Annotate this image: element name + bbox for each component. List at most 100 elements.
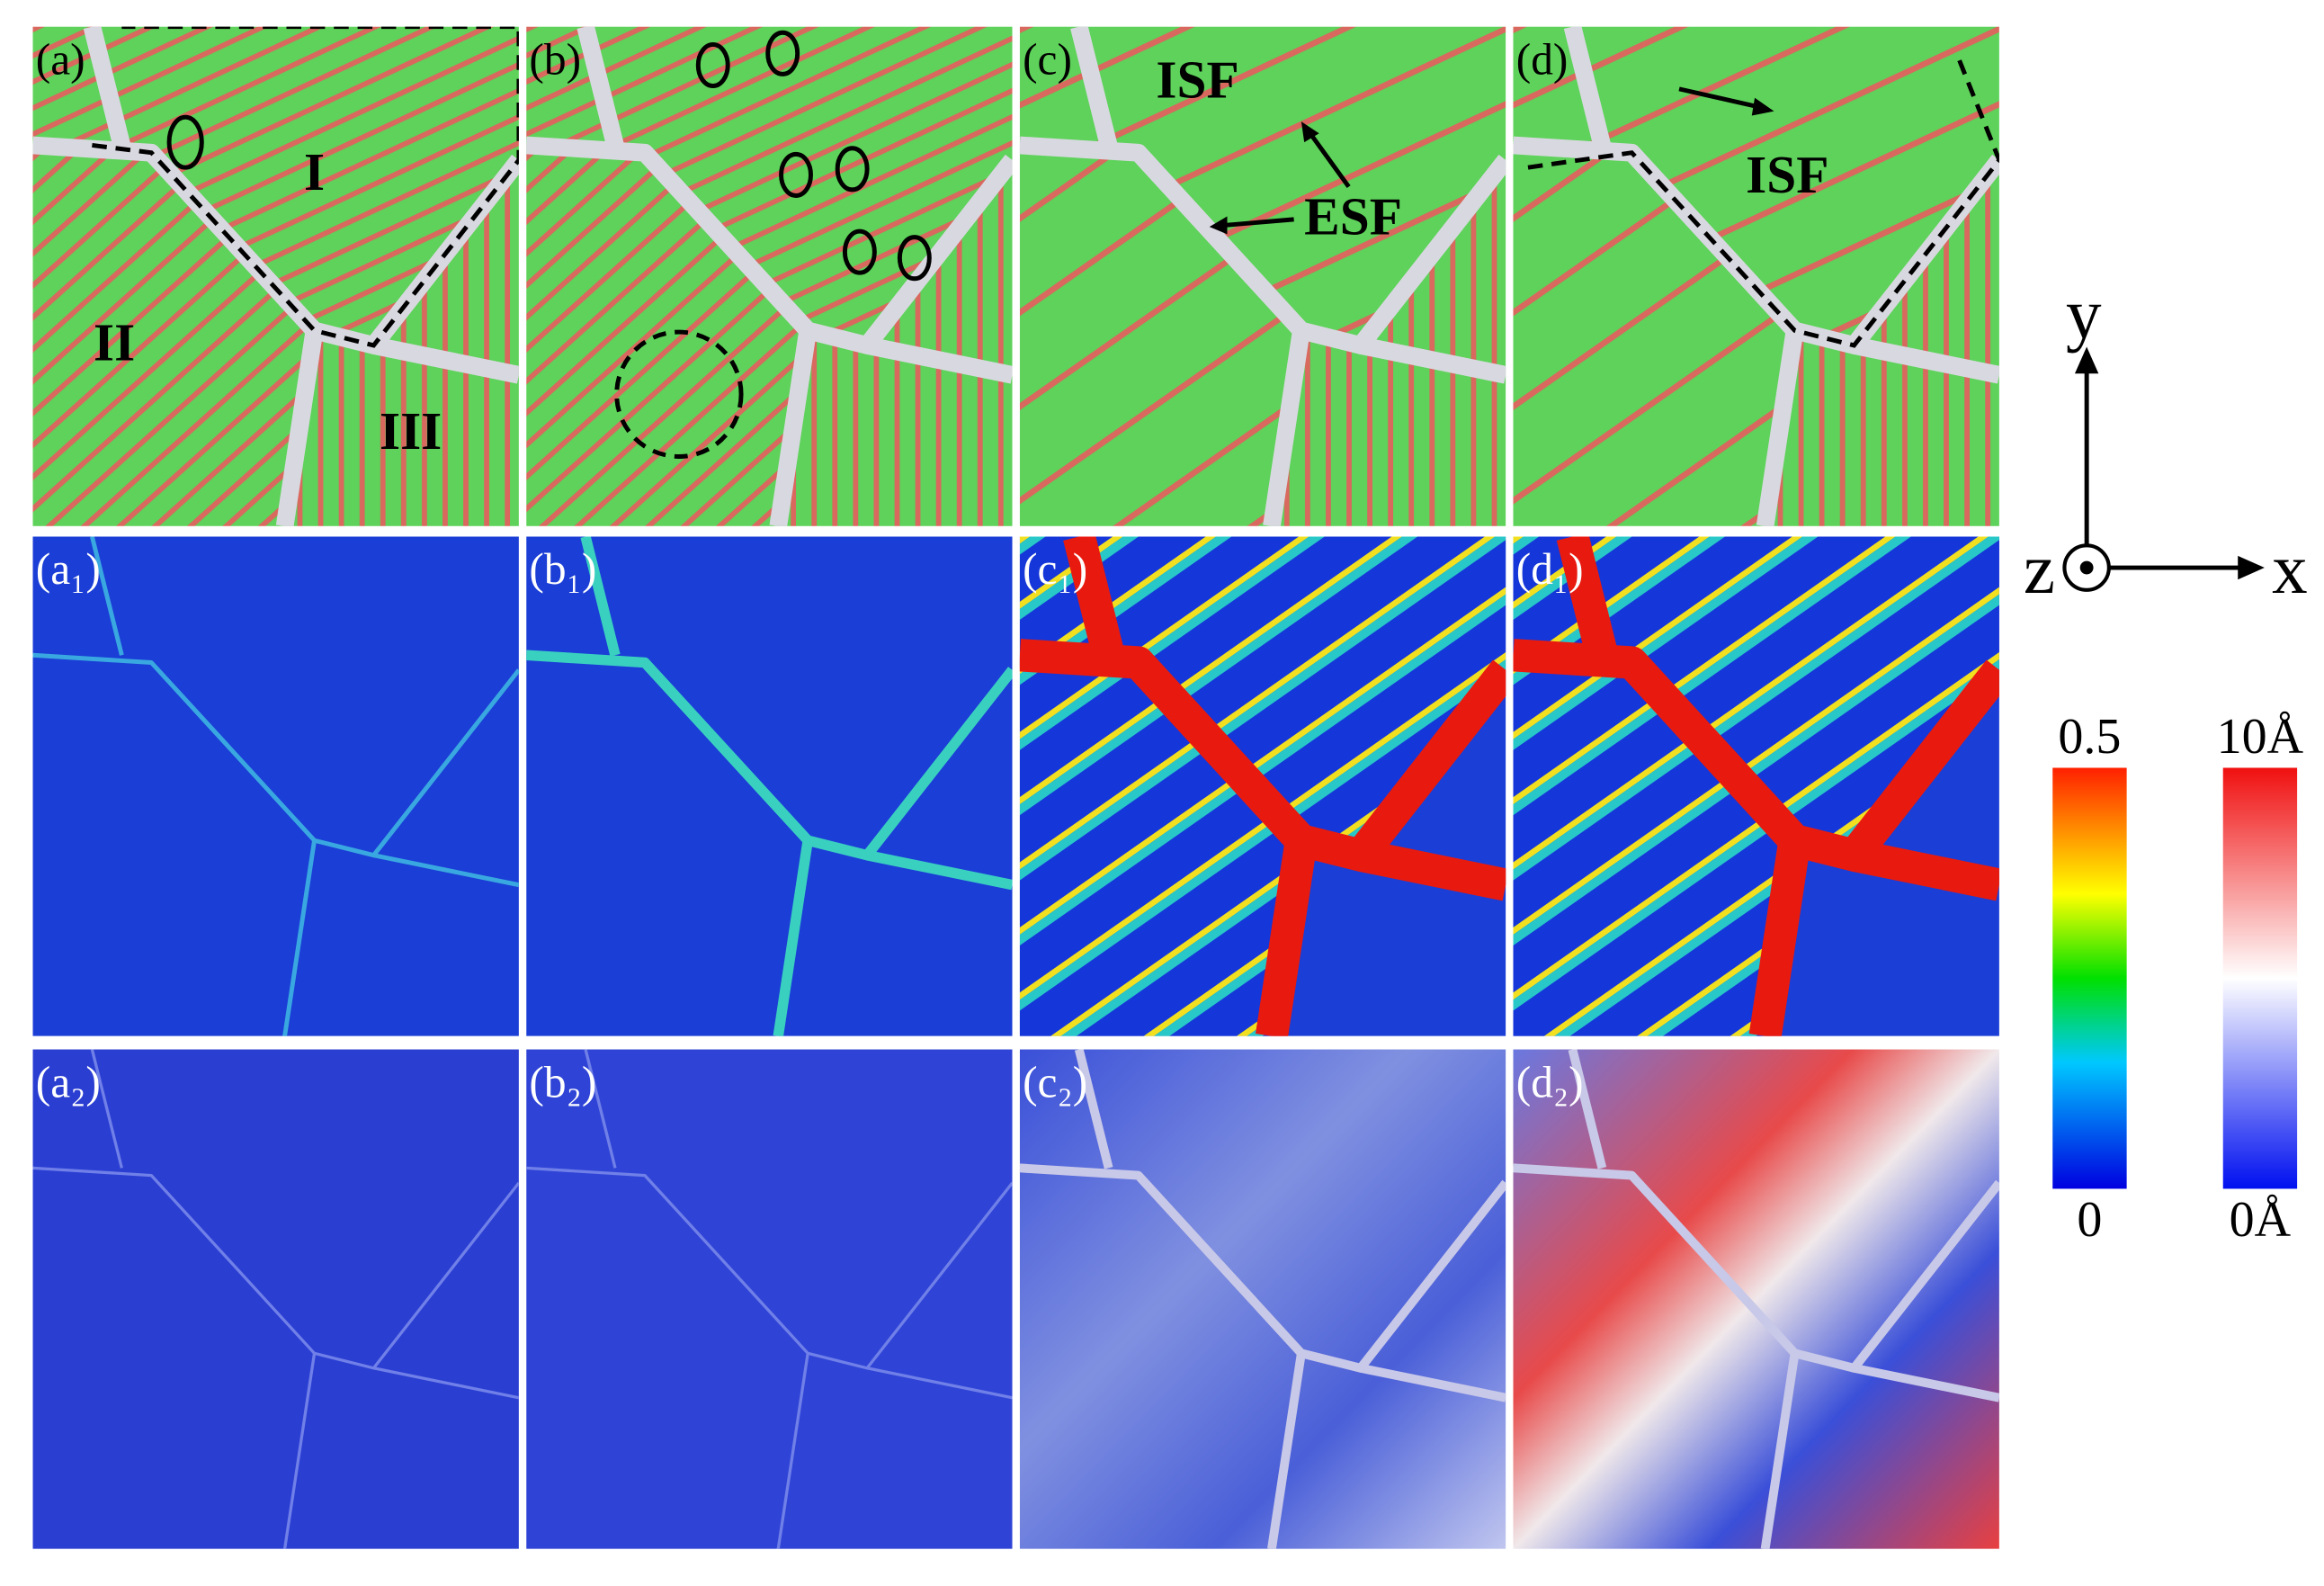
marker	[835, 146, 870, 193]
grain	[1513, 26, 1999, 345]
panel-label: (b)	[529, 34, 581, 84]
annotation: ISF	[1746, 145, 1828, 204]
background	[1019, 1049, 1506, 1549]
panel-label: (a₁)	[36, 544, 101, 594]
panel-label: (d₁)	[1516, 544, 1584, 594]
grain	[1513, 655, 1795, 1036]
colorbar	[2052, 767, 2127, 1189]
grain-boundary	[1563, 26, 1611, 148]
marker	[765, 30, 800, 76]
grain-boundary	[584, 1049, 617, 1169]
panel: (d₁)	[1513, 536, 1999, 1036]
grain-boundary	[1852, 336, 1999, 384]
grain-boundary	[275, 328, 324, 526]
grain-boundary	[1256, 838, 1318, 1036]
panel-label: (c₂)	[1023, 1057, 1087, 1107]
grain	[1019, 655, 1301, 1036]
annotation: ESF	[1304, 186, 1402, 246]
grain-boundary	[1267, 1352, 1306, 1549]
panel: (c₂)	[1019, 1049, 1506, 1549]
panel-label: (b₂)	[529, 1057, 596, 1107]
axis-y: y	[2066, 276, 2102, 354]
grain-boundary	[372, 853, 519, 888]
panel: (d₂)	[1513, 1049, 1999, 1549]
axis-z: z	[2024, 531, 2055, 609]
colorbar-bottom: 0	[2077, 1192, 2102, 1248]
grain-boundary	[282, 1353, 317, 1549]
marker	[897, 235, 932, 282]
grain-boundary	[776, 1353, 809, 1549]
grain-boundary	[1359, 1363, 1506, 1402]
grain-label: III	[380, 401, 442, 461]
panel: (b₁)	[526, 536, 1013, 1036]
grain-boundary	[580, 536, 621, 657]
background	[32, 536, 519, 1036]
grain	[526, 145, 809, 526]
panel: (a₁)	[32, 536, 519, 1036]
arrow	[1678, 86, 1758, 110]
grain	[1019, 145, 1301, 526]
panel: (c) ISF ESF	[1019, 26, 1506, 526]
background	[1513, 1049, 1999, 1549]
grain-boundary	[577, 26, 624, 148]
arrow-head	[1209, 216, 1228, 235]
marker	[614, 329, 744, 459]
grain-boundary	[1760, 1352, 1800, 1549]
background	[32, 1049, 519, 1549]
grain-boundary	[1070, 26, 1118, 148]
panel: (b)	[526, 26, 1013, 526]
axis-x: x	[2272, 531, 2308, 609]
colorbar-bottom: 0Å	[2230, 1192, 2292, 1248]
panel-label: (a₂)	[36, 1057, 101, 1107]
grain-label: II	[94, 312, 135, 372]
marker	[695, 41, 730, 89]
grain	[1513, 145, 1795, 526]
panel: (c₁)	[1019, 536, 1506, 1036]
marker	[842, 228, 877, 275]
grain-label: I	[304, 142, 325, 202]
grain-boundary	[282, 839, 317, 1036]
grain-boundary	[371, 336, 519, 384]
panel-label: (c)	[1023, 34, 1072, 84]
panel-label: (c₁)	[1023, 544, 1087, 594]
grain-boundary	[1850, 838, 1999, 901]
grain	[1019, 26, 1506, 345]
grain-boundary	[83, 26, 130, 148]
grain-boundary	[1063, 536, 1125, 659]
grain-boundary	[89, 536, 124, 656]
grain-outline	[92, 26, 519, 348]
grain	[1513, 536, 1999, 856]
grain	[32, 26, 519, 345]
grain-boundary	[1756, 328, 1804, 526]
grain-boundary	[773, 839, 813, 1036]
grain-boundary	[1358, 336, 1506, 384]
arrow-head	[1301, 121, 1319, 143]
grain	[1019, 536, 1506, 856]
panel: (a₂)	[32, 1049, 519, 1549]
grain-boundary	[866, 1366, 1013, 1400]
arrow	[1223, 217, 1294, 228]
grain-boundary	[1853, 1363, 1999, 1402]
axes-glyph	[2062, 346, 2265, 592]
colorbar-top: 0.5	[2058, 709, 2121, 765]
panel: (d) ISF	[1513, 26, 1999, 526]
colorbar	[2222, 767, 2298, 1189]
arrow-head	[1751, 97, 1774, 116]
grain-boundary	[90, 1049, 123, 1169]
colorbar-top: 10Å	[2217, 709, 2304, 765]
grain-boundary	[1074, 1049, 1113, 1169]
panel-label: (a)	[36, 34, 85, 84]
grain-boundary	[865, 850, 1013, 891]
grain-boundary	[1357, 838, 1506, 901]
annotation: ISF	[1156, 50, 1238, 110]
panel-label: (d)	[1516, 34, 1569, 84]
arrow	[1308, 131, 1351, 189]
grain-boundary	[1556, 536, 1618, 659]
grain-boundary	[1748, 838, 1811, 1036]
panel-label: (b₁)	[529, 544, 596, 594]
grain-boundary	[769, 328, 817, 526]
grain-boundary	[1263, 328, 1310, 526]
